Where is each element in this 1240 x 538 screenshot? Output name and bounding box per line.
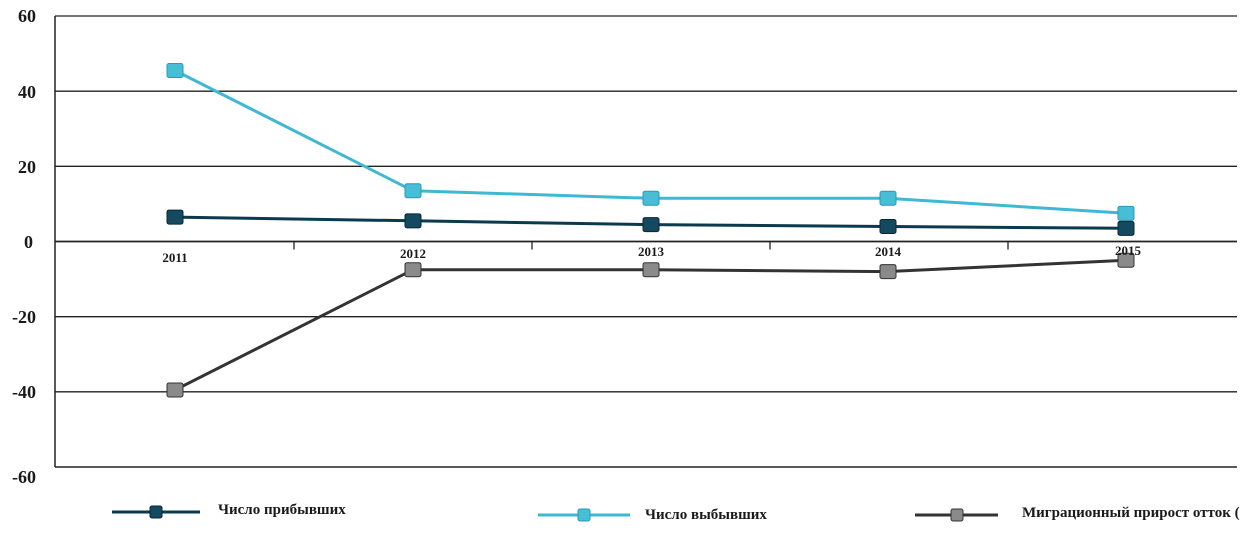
y-tick-label: 0: [24, 232, 33, 252]
data-point: [642, 190, 660, 206]
data-point: [879, 190, 897, 206]
legend-item: Число прибывших: [112, 502, 346, 519]
data-point: [166, 62, 184, 78]
data-point: [879, 264, 897, 280]
data-point: [166, 382, 184, 398]
data-point: [1117, 252, 1135, 268]
series-layer: [166, 62, 1135, 398]
data-point: [642, 217, 660, 233]
legend-item: Миграционный прирост отток (-): [915, 505, 1240, 522]
y-tick-label: -60: [12, 467, 36, 487]
series-1: [166, 209, 1135, 236]
series-2: [166, 62, 1135, 221]
data-point: [404, 262, 422, 278]
legend: Число прибывших Число выбывших Миграцион…: [112, 502, 1240, 523]
series-3: [166, 252, 1135, 398]
data-point: [1117, 205, 1135, 221]
x-tick-label: 2011: [162, 250, 187, 265]
data-point: [404, 183, 422, 199]
legend-label: Миграционный прирост отток (-): [1022, 505, 1240, 521]
data-point: [1117, 220, 1135, 236]
y-tick-label: -40: [12, 382, 36, 402]
legend-marker: [950, 508, 964, 522]
y-tick-label: 20: [18, 157, 36, 177]
x-tick-label: 2012: [400, 246, 426, 261]
data-point: [879, 218, 897, 234]
legend-marker: [149, 505, 163, 519]
x-tick-label: 2013: [638, 244, 665, 259]
y-tick-label: 60: [18, 6, 36, 26]
legend-label: Число выбывших: [645, 507, 767, 523]
data-point: [642, 262, 660, 278]
data-point: [404, 213, 422, 229]
plot-area: [54, 15, 1237, 468]
y-tick-label: -20: [12, 307, 36, 327]
x-tick-label: 2015: [1115, 243, 1142, 258]
legend-marker: [577, 508, 591, 522]
legend-item: Число выбывших: [538, 507, 767, 523]
series-line: [174, 258, 1127, 392]
data-point: [166, 209, 184, 225]
x-tick-label: 2014: [875, 244, 902, 259]
legend-label: Число прибывших: [218, 502, 346, 518]
y-tick-label: 40: [18, 82, 36, 102]
